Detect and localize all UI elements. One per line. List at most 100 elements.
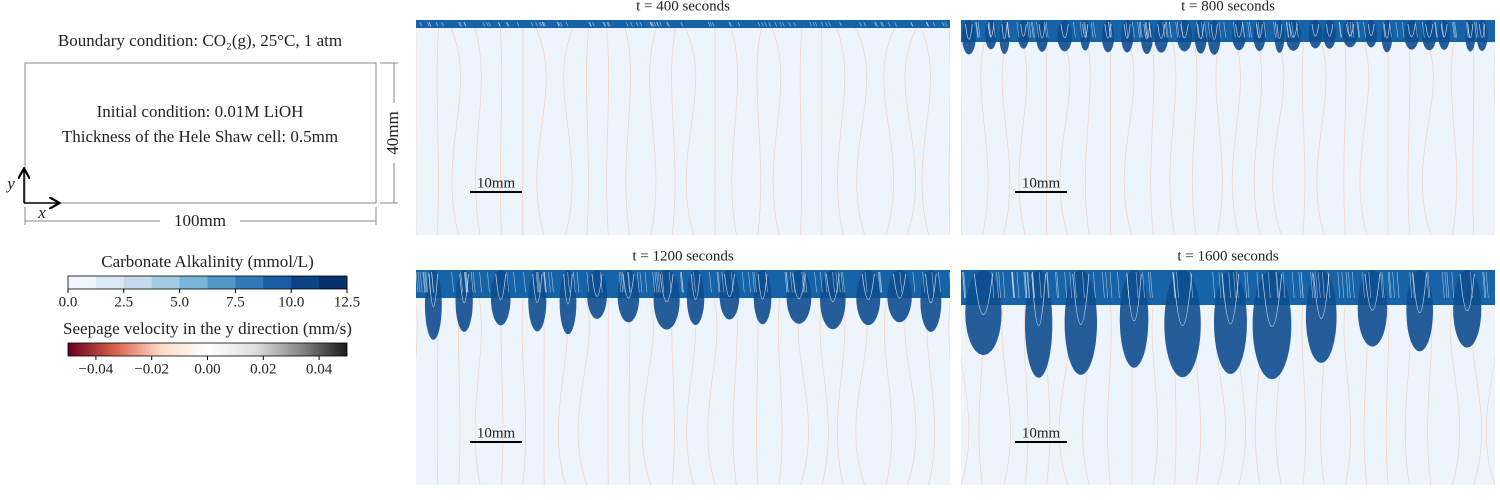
plume-finger — [559, 270, 577, 335]
colorbar-band — [95, 276, 125, 289]
surface-streak — [1347, 21, 1350, 38]
surface-streak — [1212, 271, 1216, 299]
plume-streamline — [1123, 23, 1131, 39]
plume-streamline — [1038, 23, 1046, 39]
thickness: Thickness of the Hele Shaw cell: 0.5mm — [62, 127, 338, 146]
surface-streak — [1338, 21, 1342, 38]
plume-finger — [686, 270, 705, 325]
plume-streamline — [1001, 23, 1008, 40]
surface-streak — [1315, 271, 1318, 299]
surface-streak — [1256, 271, 1260, 299]
surface-streak — [1392, 271, 1395, 299]
streamline — [531, 20, 547, 235]
plume-streamline — [459, 273, 469, 303]
surface-streak — [1026, 271, 1030, 299]
surface-streak — [1002, 271, 1006, 299]
surface-streak — [1024, 271, 1028, 299]
surface-streak — [721, 271, 725, 293]
surface-streak — [801, 271, 805, 293]
surface-streak — [1246, 271, 1250, 299]
surface-streak — [1228, 271, 1231, 299]
surface-streak — [1451, 271, 1455, 299]
boundary-condition: Boundary condition: CO₂(g), 25°C, 1 atm — [58, 31, 342, 50]
surface-streak — [1064, 271, 1067, 299]
surface-streak — [652, 271, 655, 293]
surface-streak — [1006, 21, 1010, 38]
plume-finger — [1252, 270, 1292, 380]
surface-streak — [1221, 271, 1225, 299]
colorbar-band — [68, 276, 97, 289]
surface-streak — [465, 271, 468, 293]
surface-streak — [592, 21, 595, 27]
surface-streak — [1475, 21, 1479, 38]
streamline — [1342, 20, 1347, 235]
surface-streak — [1318, 271, 1321, 299]
surface-streak — [1046, 271, 1049, 299]
surface-streak — [1249, 21, 1252, 38]
surface-streak — [1257, 21, 1261, 38]
colorbar-label: Carbonate Alkalinity (mmol/L) — [101, 252, 313, 271]
surface-streak — [1223, 21, 1227, 38]
plume-streamline — [1210, 23, 1218, 40]
surface-streak — [1233, 21, 1236, 38]
surface-streak — [1337, 271, 1341, 299]
surface-streak — [976, 21, 979, 38]
plume-finger — [1064, 270, 1098, 375]
surface-streak — [620, 271, 624, 293]
surface-streak — [465, 271, 469, 293]
streamline — [649, 20, 660, 235]
surface-streak — [1180, 21, 1184, 38]
plume-finger — [1057, 20, 1073, 52]
plume-finger — [965, 270, 1002, 356]
surface-streak — [1288, 21, 1292, 38]
colorbar-tick-label: 0.04 — [306, 361, 333, 377]
surface-streak — [535, 21, 538, 27]
surface-streak — [667, 21, 670, 27]
surface-streak — [1032, 271, 1035, 299]
surface-streak — [1032, 271, 1035, 299]
streamline — [1189, 20, 1198, 235]
surface-streak — [877, 271, 881, 293]
surface-streak — [572, 271, 576, 293]
surface-streak — [840, 271, 844, 293]
surface-streak — [556, 21, 560, 27]
surface-streak — [1341, 271, 1345, 299]
surface-streak — [1441, 271, 1445, 299]
surface-streak — [602, 21, 606, 27]
surface-streak — [998, 271, 1001, 299]
surface-streak — [654, 271, 658, 293]
streamline — [446, 20, 461, 235]
streamline — [728, 20, 739, 235]
surface-streak — [1137, 21, 1140, 38]
surface-streak — [764, 21, 767, 27]
surface-streak — [607, 21, 611, 27]
plume-streamline — [1311, 23, 1320, 37]
surface-streak — [1396, 271, 1400, 299]
plume-streamline — [1412, 273, 1427, 313]
surface-streak — [1256, 21, 1259, 38]
surface-streak — [962, 271, 966, 299]
surface-streak — [835, 271, 839, 293]
surface-streak — [1454, 21, 1458, 38]
plume-finger — [1305, 270, 1337, 363]
surface-streak — [1012, 271, 1015, 299]
surface-streak — [1415, 21, 1418, 38]
surface-streak — [1286, 21, 1289, 38]
surface-streak — [880, 21, 883, 27]
surface-streak — [925, 21, 929, 27]
surface-streak — [1108, 21, 1111, 38]
surface-streak — [1427, 271, 1431, 299]
panel-title: t = 1600 seconds — [1177, 248, 1279, 264]
surface-streak — [681, 271, 684, 293]
surface-streak — [635, 21, 639, 27]
streamline — [1354, 20, 1370, 235]
surface-streak — [459, 21, 462, 27]
surface-streak — [497, 21, 501, 27]
surface-streak — [1016, 271, 1020, 299]
surface-streak — [1395, 21, 1399, 38]
surface-streak — [1176, 21, 1180, 38]
surface-streak — [754, 271, 757, 293]
surface-streak — [1056, 271, 1060, 299]
surface-streak — [505, 21, 509, 27]
plume-streamline — [495, 273, 507, 300]
